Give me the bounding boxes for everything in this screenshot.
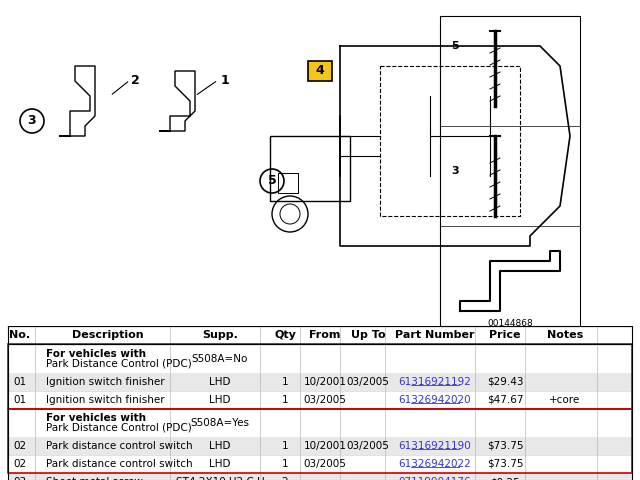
Text: 00144868: 00144868 <box>487 319 533 328</box>
Text: LHD: LHD <box>209 459 231 469</box>
Text: 3: 3 <box>451 166 459 176</box>
Bar <box>8 345 632 372</box>
Bar <box>440 16 580 326</box>
Text: LHD: LHD <box>209 395 231 405</box>
Text: 1: 1 <box>282 377 288 386</box>
Text: Notes: Notes <box>547 330 583 340</box>
Text: Ignition switch finisher: Ignition switch finisher <box>46 395 164 405</box>
Text: $0.25: $0.25 <box>490 477 520 480</box>
Text: Ignition switch finisher: Ignition switch finisher <box>46 377 164 386</box>
Bar <box>8 409 632 437</box>
Text: 3: 3 <box>28 115 36 128</box>
Text: $29.43: $29.43 <box>487 377 524 386</box>
Text: $47.67: $47.67 <box>487 395 524 405</box>
Text: 61316921192: 61316921192 <box>399 377 472 386</box>
Text: 2: 2 <box>282 477 288 480</box>
Text: S508A=Yes: S508A=Yes <box>191 418 250 428</box>
Bar <box>8 473 632 480</box>
Text: LHD: LHD <box>209 441 231 451</box>
Text: Description: Description <box>72 330 144 340</box>
Text: 03/2005: 03/2005 <box>347 377 389 386</box>
Text: Park distance control switch: Park distance control switch <box>46 459 193 469</box>
Text: For vehicles with: For vehicles with <box>46 413 146 423</box>
Text: 10/2001: 10/2001 <box>303 377 346 386</box>
Text: $73.75: $73.75 <box>487 441 524 451</box>
Text: Price: Price <box>489 330 521 340</box>
Text: 01: 01 <box>13 395 27 405</box>
Bar <box>8 345 632 409</box>
Text: 02: 02 <box>13 441 27 451</box>
Text: Park distance control switch: Park distance control switch <box>46 441 193 451</box>
Bar <box>8 437 632 455</box>
Text: Park Distance Control (PDC): Park Distance Control (PDC) <box>46 423 192 433</box>
Text: 02: 02 <box>13 459 27 469</box>
Text: Qty: Qty <box>274 330 296 340</box>
Text: $73.75: $73.75 <box>487 459 524 469</box>
Text: 03/2005: 03/2005 <box>303 459 346 469</box>
Text: Supp.: Supp. <box>202 330 238 340</box>
Text: 03/2005: 03/2005 <box>347 441 389 451</box>
Bar <box>278 173 298 193</box>
Text: ST4.2X10 U2 C H: ST4.2X10 U2 C H <box>175 477 264 480</box>
Bar <box>8 326 632 345</box>
Text: 61316921190: 61316921190 <box>399 441 472 451</box>
Text: Park Distance Control (PDC): Park Distance Control (PDC) <box>46 359 192 369</box>
Text: 2: 2 <box>131 74 140 87</box>
Text: No.: No. <box>10 330 31 340</box>
Text: LHD: LHD <box>209 377 231 386</box>
Text: 1: 1 <box>282 459 288 469</box>
Text: +core: +core <box>549 395 580 405</box>
Text: For vehicles with: For vehicles with <box>46 348 146 359</box>
Bar <box>8 372 632 391</box>
Text: 5: 5 <box>268 175 276 188</box>
Text: S508A=No: S508A=No <box>192 354 248 363</box>
Text: 07119904176: 07119904176 <box>399 477 471 480</box>
Text: 5: 5 <box>451 41 459 51</box>
Text: 4: 4 <box>316 64 324 77</box>
Bar <box>270 136 350 201</box>
Text: 1: 1 <box>282 441 288 451</box>
Text: 1: 1 <box>221 74 229 87</box>
Bar <box>8 409 632 473</box>
Text: 01: 01 <box>13 377 27 386</box>
Text: Sheet metal screw: Sheet metal screw <box>46 477 143 480</box>
Text: 03: 03 <box>13 477 27 480</box>
Text: Up To: Up To <box>351 330 385 340</box>
Bar <box>308 61 332 81</box>
Bar <box>8 391 632 409</box>
Bar <box>8 455 632 473</box>
Text: From: From <box>309 330 340 340</box>
Text: Part Number: Part Number <box>396 330 475 340</box>
Text: 61326942020: 61326942020 <box>399 395 471 405</box>
Text: 10/2001: 10/2001 <box>303 441 346 451</box>
Text: 03/2005: 03/2005 <box>303 395 346 405</box>
Text: 61326942022: 61326942022 <box>399 459 472 469</box>
Text: 1: 1 <box>282 395 288 405</box>
